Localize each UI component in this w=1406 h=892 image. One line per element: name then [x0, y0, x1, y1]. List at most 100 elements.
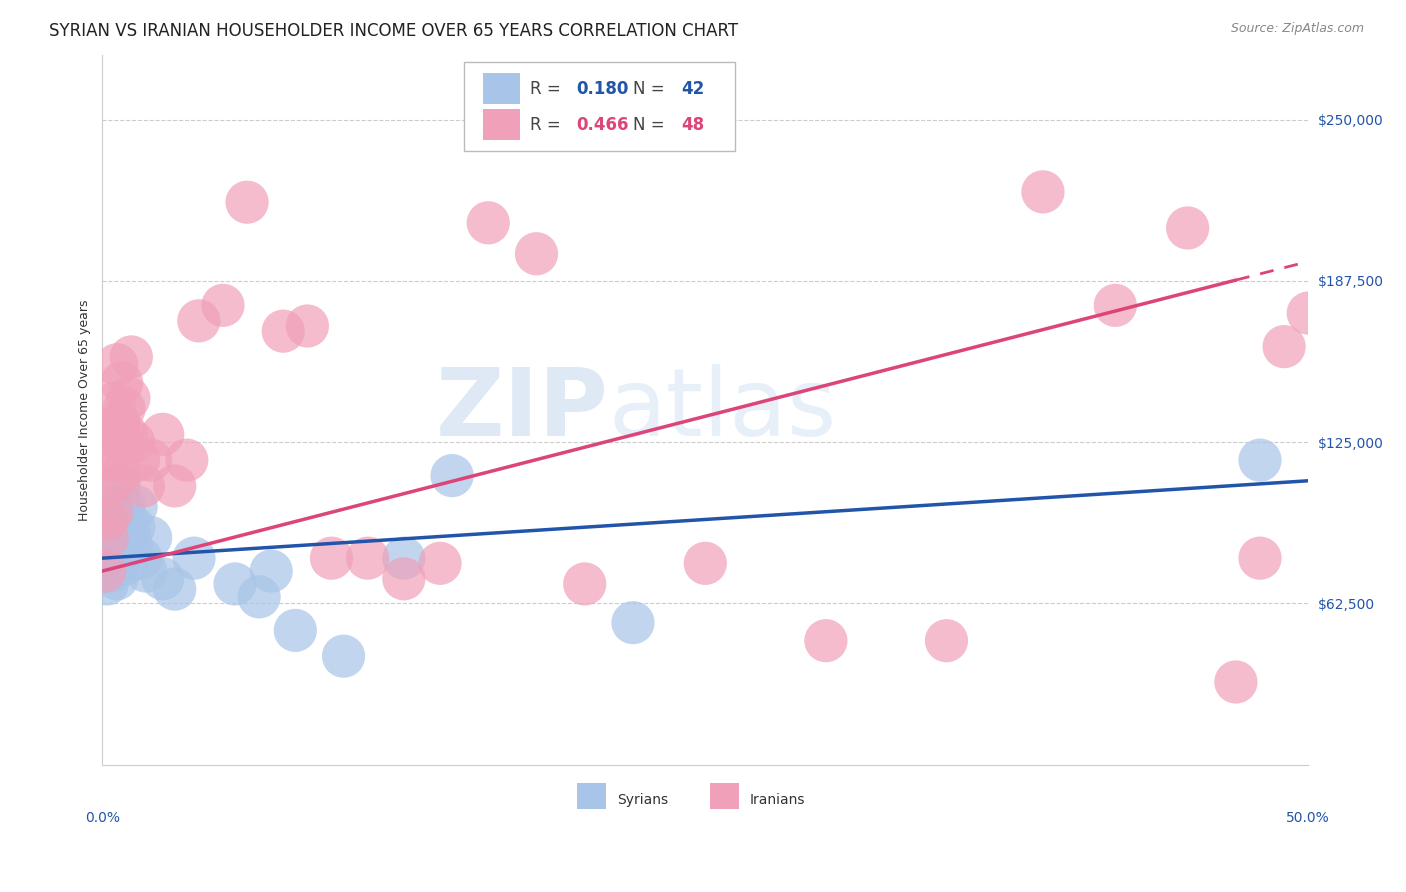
Text: N =: N = [633, 116, 669, 134]
Point [152, 427, 174, 442]
Point [1296, 306, 1319, 320]
Point [125, 500, 148, 514]
Point [98, 557, 121, 571]
Point [477, 216, 499, 230]
Point [1032, 185, 1054, 199]
Point [96, 531, 118, 545]
Point [98, 538, 121, 552]
Point [111, 520, 134, 534]
Point [96, 551, 118, 566]
Point [695, 557, 717, 571]
Point [1225, 675, 1247, 690]
Point [122, 435, 145, 450]
Point [128, 453, 150, 467]
Text: Iranians: Iranians [749, 793, 806, 807]
Point [103, 422, 125, 436]
Text: 50.0%: 50.0% [1286, 811, 1330, 825]
Point [441, 468, 464, 483]
Point [526, 246, 548, 260]
Point [101, 453, 124, 467]
Point [1104, 298, 1126, 312]
Point [98, 479, 121, 493]
Point [135, 564, 157, 578]
Text: N =: N = [633, 79, 669, 97]
Point [271, 324, 294, 338]
Text: 0.0%: 0.0% [84, 811, 120, 825]
Text: R =: R = [530, 116, 567, 134]
Text: R =: R = [530, 79, 567, 97]
Point [115, 557, 138, 571]
Point [574, 577, 596, 591]
Point [129, 551, 152, 566]
Point [1249, 551, 1271, 566]
FancyBboxPatch shape [464, 62, 735, 151]
Point [105, 358, 128, 372]
Point [212, 298, 235, 312]
Point [96, 512, 118, 526]
Text: atlas: atlas [609, 364, 837, 456]
Point [132, 479, 155, 493]
Point [357, 551, 380, 566]
Point [236, 195, 259, 210]
Point [115, 427, 138, 442]
Point [392, 572, 415, 586]
Point [101, 525, 124, 540]
Point [94, 564, 117, 578]
FancyBboxPatch shape [484, 73, 520, 104]
Point [105, 531, 128, 545]
Point [108, 479, 131, 493]
Point [297, 318, 319, 333]
Point [176, 453, 198, 467]
Point [108, 512, 131, 526]
Point [98, 520, 121, 534]
Text: Syrians: Syrians [617, 793, 668, 807]
Text: 48: 48 [681, 116, 704, 134]
Point [103, 500, 125, 514]
Point [187, 314, 209, 328]
Point [1177, 221, 1199, 235]
Point [118, 391, 141, 405]
Point [332, 649, 354, 664]
Point [139, 531, 162, 545]
Point [108, 551, 131, 566]
FancyBboxPatch shape [484, 109, 520, 140]
Point [108, 417, 131, 431]
Point [935, 633, 957, 648]
Point [111, 435, 134, 450]
Point [621, 615, 644, 630]
Point [247, 590, 270, 604]
Point [284, 624, 307, 638]
Point [139, 453, 162, 467]
Point [101, 564, 124, 578]
Point [224, 577, 246, 591]
Point [101, 505, 124, 519]
Point [163, 479, 186, 493]
Point [152, 572, 174, 586]
Point [108, 468, 131, 483]
Point [260, 564, 283, 578]
Point [118, 525, 141, 540]
Point [115, 512, 138, 526]
Point [392, 551, 415, 566]
Point [120, 538, 142, 552]
Point [814, 633, 837, 648]
Point [103, 396, 125, 410]
Point [112, 531, 135, 545]
Point [98, 427, 121, 442]
Point [103, 546, 125, 560]
Point [105, 572, 128, 586]
Text: 0.466: 0.466 [576, 116, 628, 134]
Point [111, 538, 134, 552]
Text: 42: 42 [681, 79, 704, 97]
Point [163, 582, 186, 596]
Point [112, 401, 135, 416]
FancyBboxPatch shape [710, 783, 740, 809]
Text: Source: ZipAtlas.com: Source: ZipAtlas.com [1230, 22, 1364, 36]
Y-axis label: Householder Income Over 65 years: Householder Income Over 65 years [79, 299, 91, 521]
Point [105, 453, 128, 467]
Text: 0.180: 0.180 [576, 79, 628, 97]
Point [1272, 340, 1295, 354]
Point [183, 551, 205, 566]
Point [111, 376, 134, 390]
Point [321, 551, 343, 566]
